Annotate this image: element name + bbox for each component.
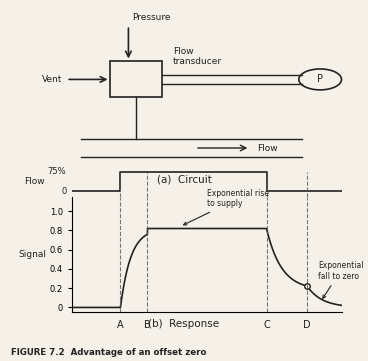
Text: C: C xyxy=(263,321,270,330)
Text: (b)  Response: (b) Response xyxy=(148,318,220,329)
Text: (a)  Circuit: (a) Circuit xyxy=(156,174,212,184)
Text: Flow
transducer: Flow transducer xyxy=(173,47,222,66)
Text: P: P xyxy=(317,74,323,84)
Text: Signal: Signal xyxy=(18,250,46,259)
Text: Pressure: Pressure xyxy=(132,13,171,22)
Text: 75%: 75% xyxy=(48,168,66,177)
Text: Vent: Vent xyxy=(42,75,63,84)
Text: Flow: Flow xyxy=(24,177,45,186)
Text: FIGURE 7.2  Advantage of an offset zero: FIGURE 7.2 Advantage of an offset zero xyxy=(11,348,206,357)
Text: Exponential rise
to supply: Exponential rise to supply xyxy=(184,189,269,225)
Text: Flow: Flow xyxy=(258,144,278,152)
Bar xyxy=(110,61,162,97)
Text: 0: 0 xyxy=(61,187,66,196)
Text: Exponential
fall to zero: Exponential fall to zero xyxy=(318,261,363,298)
Text: D: D xyxy=(303,321,311,330)
Text: A: A xyxy=(117,321,124,330)
Text: B: B xyxy=(144,321,151,330)
